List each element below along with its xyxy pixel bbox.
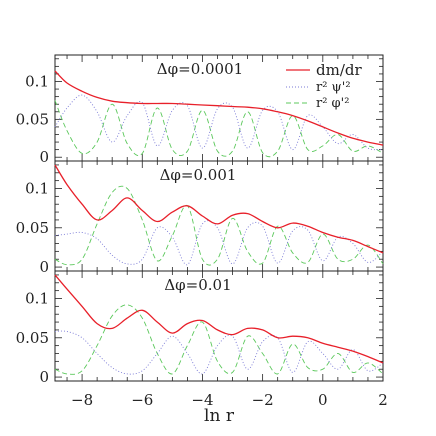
panel-1-series-phi — [54, 100, 384, 158]
panel-1-ytick-label: 0.1 — [25, 73, 49, 91]
x-tick-label: −8 — [71, 391, 93, 409]
panel-2-series-phi — [54, 185, 384, 266]
x-tick-label: −4 — [191, 391, 213, 409]
panel-2-title: Δφ=0.001 — [160, 166, 237, 184]
panel-3-series-phi — [54, 304, 384, 375]
panel-1-title: Δφ=0.0001 — [157, 60, 243, 78]
panel-1-series-psi — [54, 94, 384, 151]
panel-2-ytick-label: 0.1 — [25, 180, 49, 198]
x-tick-label: −2 — [252, 391, 274, 409]
legend-label-dmdr: dm/dr — [316, 61, 362, 79]
panel-3-series-psi — [54, 330, 384, 375]
panel-1-ytick-label: 0.05 — [16, 110, 49, 128]
panel-2-ytick-label: 0.05 — [16, 219, 49, 237]
legend: dm/dr r² ψ'² r² φ'² — [286, 61, 362, 111]
panel-2-ytick-label: 0 — [39, 258, 49, 276]
x-tick-label: −6 — [131, 391, 153, 409]
panel-3-ytick-label: 0 — [39, 368, 49, 386]
panel-1-series-dmdr — [54, 70, 384, 146]
panel-1-ytick-label: 0 — [39, 148, 49, 166]
panel-3-title: Δφ=0.01 — [164, 276, 231, 294]
panel-2-series-dmdr — [54, 164, 384, 254]
panel-3-ytick-label: 0.1 — [25, 290, 49, 308]
panel-3-series-dmdr — [54, 274, 384, 364]
x-tick-label: 0 — [318, 391, 328, 409]
x-axis-label: ln r — [204, 406, 235, 426]
legend-label-phi: r² φ'² — [316, 96, 349, 111]
panel-3-ytick-label: 0.05 — [16, 329, 49, 347]
panels-layer: 0 0.05 0.1 Δφ=0.0001 0 0.05 0.1 Δφ=0.001 0 0.05 0.… — [16, 54, 388, 409]
x-tick-label: 2 — [378, 391, 388, 409]
panel-2-series-psi — [54, 220, 384, 266]
legend-label-psi: r² ψ'² — [316, 80, 351, 95]
panel-3-frame — [54, 270, 384, 382]
